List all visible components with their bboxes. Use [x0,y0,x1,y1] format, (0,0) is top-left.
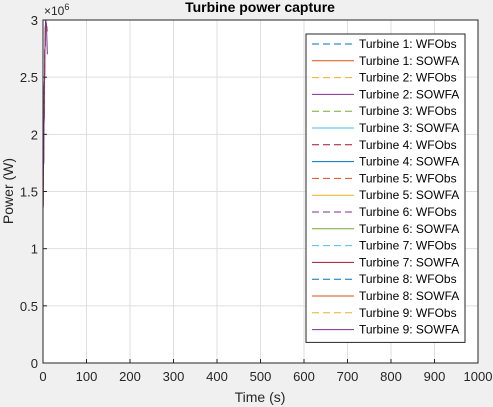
legend-entry-label: Turbine 4: SOWFA [359,155,459,169]
legend-entry-label: Turbine 4: WFObs [359,138,457,152]
legend-entry-label: Turbine 8: WFObs [359,272,457,286]
y-tick-label: 2 [31,127,38,142]
x-tick-label: 200 [119,369,141,384]
legend-entry-label: Turbine 1: SOWFA [359,54,459,68]
y-tick-label: 1.5 [20,185,38,200]
legend-entry-label: Turbine 5: WFObs [359,171,457,185]
legend-entry-label: Turbine 9: SOWFA [359,323,459,337]
legend-entry-label: Turbine 3: WFObs [359,104,457,118]
legend-entry-label: Turbine 2: WFObs [359,71,457,85]
x-tick-label: 0 [39,369,46,384]
y-tick-label: 1 [31,242,38,257]
x-tick-label: 400 [206,369,228,384]
legend-entry-label: Turbine 6: SOWFA [359,222,459,236]
y-tick-label: 0 [31,356,38,371]
y-tick-label: 0.5 [20,299,38,314]
legend-entry-label: Turbine 8: SOWFA [359,289,459,303]
axis-ticks: 0 100 200 300 400 500 600 700 800 900 1000 0 0.5 1 1.5… [20,13,493,384]
y-tick-label: 3 [31,13,38,28]
y-axis-exponent-base: ×10 [44,4,65,18]
x-tick-label: 800 [380,369,402,384]
x-tick-label: 1000 [464,369,493,384]
y-axis-exponent: ×106 [44,2,69,18]
series-line-18 [42,19,48,209]
series-lines [42,19,48,209]
y-axis-label: Power (W) [0,158,16,224]
legend-entry-label: Turbine 2: SOWFA [359,87,459,101]
legend-entry-label: Turbine 5: SOWFA [359,188,459,202]
x-tick-label: 900 [424,369,446,384]
x-tick-label: 600 [293,369,315,384]
legend-box [305,33,466,343]
legend[interactable]: Turbine 1: WFObs Turbine 1: SOWFA Turbine … [305,33,466,343]
legend-entry-label: Turbine 7: SOWFA [359,255,459,269]
x-tick-label: 700 [337,369,359,384]
x-tick-label: 100 [76,369,98,384]
legend-entry-label: Turbine 9: WFObs [359,306,457,320]
x-tick-label: 300 [163,369,185,384]
y-axis-exponent-power: 6 [64,2,69,12]
chart-title: Turbine power capture [185,0,335,15]
legend-entry-label: Turbine 7: WFObs [359,239,457,253]
y-tick-label: 2.5 [20,70,38,85]
x-tick-label: 500 [250,369,272,384]
legend-entry-label: Turbine 3: SOWFA [359,121,459,135]
legend-entry-label: Turbine 6: WFObs [359,205,457,219]
x-axis-label: Time (s) [235,389,286,405]
legend-entry-label: Turbine 1: WFObs [359,37,457,51]
